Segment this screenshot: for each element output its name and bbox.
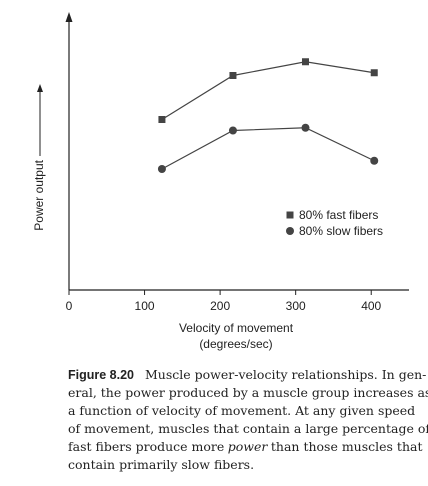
caption-text: fast fibers produce more xyxy=(68,439,224,454)
series-line xyxy=(161,61,375,121)
caption-label: Figure 8.20 xyxy=(68,368,134,382)
x-axis-label: (degrees/sec) xyxy=(199,337,272,351)
caption-line: a function of velocity of movement. At a… xyxy=(68,403,415,418)
y-axis-arrow xyxy=(65,12,73,22)
marker xyxy=(157,165,166,173)
caption-line: fast fibers produce more power than those … xyxy=(68,439,422,454)
caption-text: eral, the power produced by a muscle gro… xyxy=(68,385,428,400)
caption-text: contain primarily slow fibers. xyxy=(68,457,254,472)
legend-marker xyxy=(286,227,294,235)
series-line xyxy=(161,127,375,170)
y-label-group: Power output xyxy=(32,84,46,231)
caption-text: Muscle power-velocity relationships. In … xyxy=(145,367,426,382)
legend-marker xyxy=(286,211,294,219)
marker xyxy=(370,156,379,165)
legend-label: 80% fast fibers xyxy=(299,208,378,222)
caption-text: than those muscles that xyxy=(271,439,423,454)
caption-text: power xyxy=(228,439,269,454)
marker xyxy=(158,116,166,123)
x-axis-label: Velocity of movement xyxy=(179,321,294,335)
caption-line: eral, the power produced by a muscle gro… xyxy=(68,385,428,400)
x-tick-label: 100 xyxy=(135,299,155,313)
x-tick-label: 200 xyxy=(210,299,230,313)
marker xyxy=(301,58,309,66)
caption-text: of movement, muscles that contain a larg… xyxy=(68,421,428,436)
marker xyxy=(228,126,237,135)
marker xyxy=(301,123,310,132)
marker xyxy=(229,72,237,79)
caption-line: Muscle power-velocity relationships. In … xyxy=(145,367,426,382)
x-tick-label: 0 xyxy=(66,299,73,313)
caption-line: contain primarily slow fibers. xyxy=(68,457,254,472)
y-axis-label: Power output xyxy=(32,159,46,230)
x-tick-label: 300 xyxy=(286,299,306,313)
marker xyxy=(370,69,378,77)
y-label-arrow xyxy=(37,84,43,92)
x-tick-label: 400 xyxy=(361,299,381,313)
caption-text: a function of velocity of movement. At a… xyxy=(68,403,415,418)
caption-line: of movement, muscles that contain a larg… xyxy=(68,421,428,436)
legend-label: 80% slow fibers xyxy=(299,224,383,238)
